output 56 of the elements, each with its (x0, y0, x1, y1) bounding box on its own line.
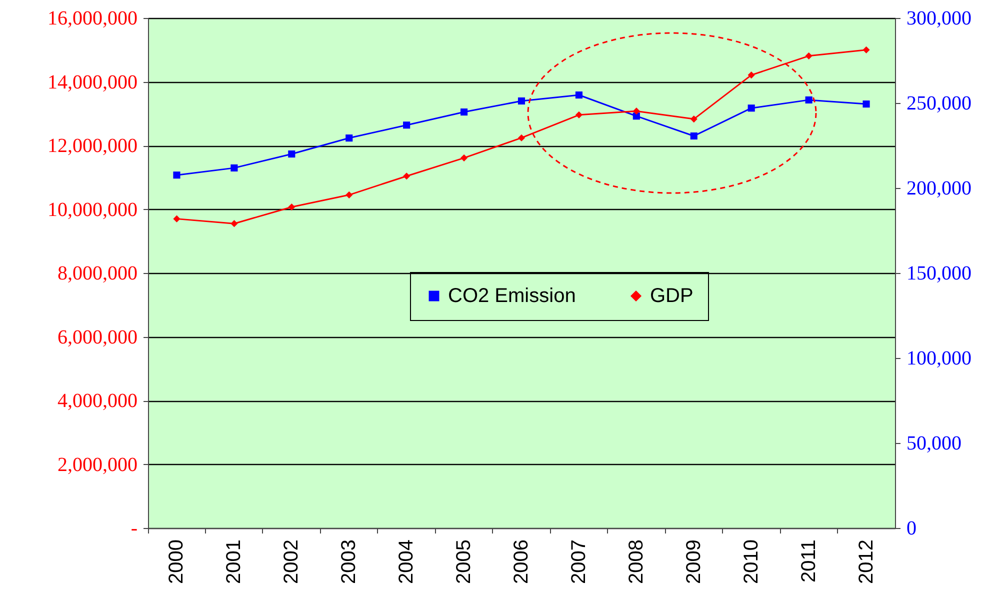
y2-tick-label: 0 (906, 518, 916, 540)
x-tick-label: 2011 (798, 540, 820, 583)
x-tick-label: 2004 (396, 540, 418, 584)
y2-tick-label: 100,000 (906, 348, 972, 370)
x-tick-label: 2003 (338, 540, 360, 584)
y-tick-label: - (130, 518, 138, 540)
point (173, 215, 180, 222)
legend-label: GDP (650, 285, 694, 307)
y-tick-label: 8,000,000 (58, 262, 138, 284)
y-tick-label: 10,000,000 (48, 198, 138, 221)
x-tick-label: 2001 (223, 540, 246, 584)
point (748, 72, 755, 79)
y-tick-label: 12,000,000 (48, 135, 138, 157)
legend-label: CO2 Emission (448, 285, 576, 307)
x-tick-label: 2012 (855, 540, 878, 584)
point (346, 134, 353, 142)
point (748, 104, 755, 112)
y-tick-label: 6,000,000 (58, 326, 138, 348)
y-tick-label: 2,000,000 (58, 454, 138, 476)
y2-tick-label: 150,000 (906, 262, 972, 284)
x-tick-label: 2010 (740, 540, 762, 584)
point (575, 111, 582, 118)
x-tick-label: 2000 (166, 540, 188, 584)
point (805, 96, 812, 104)
point (288, 203, 296, 211)
x-tick-label: 2007 (568, 540, 590, 584)
point (460, 108, 468, 116)
point (862, 46, 870, 54)
y2-tick-label: 300,000 (906, 8, 972, 30)
point (805, 52, 812, 60)
x-tick-label: 2006 (510, 540, 532, 584)
point (862, 100, 870, 108)
point (403, 122, 410, 129)
x-tick-label: 2005 (453, 540, 476, 584)
point (632, 108, 640, 115)
point (518, 97, 526, 104)
x-tick-label: 2008 (625, 540, 648, 584)
y-tick-label: 16,000,000 (48, 8, 138, 30)
point (346, 191, 353, 198)
point (518, 134, 526, 142)
point (230, 164, 238, 172)
point (288, 150, 296, 158)
y2-tick-label: 50,000 (906, 432, 962, 454)
point (230, 220, 238, 228)
point (690, 132, 698, 140)
x-tick-label: 2009 (682, 540, 705, 584)
point (173, 172, 180, 179)
y2-tick-label: 250,000 (906, 92, 972, 114)
point (575, 91, 582, 99)
point (460, 154, 468, 162)
point (690, 116, 698, 123)
y2-tick-label: 200,000 (906, 178, 972, 200)
y-tick-label: 14,000,000 (48, 71, 138, 94)
x-tick-label: 2002 (280, 540, 303, 584)
point (403, 172, 410, 180)
y-tick-label: 4,000,000 (58, 390, 138, 412)
